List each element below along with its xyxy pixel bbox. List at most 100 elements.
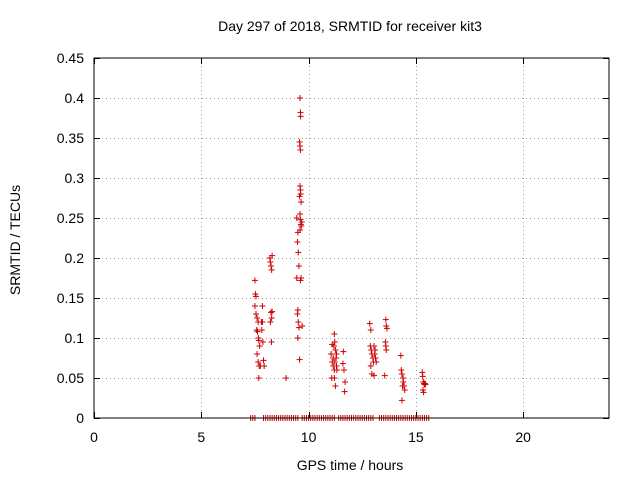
data-point (259, 339, 266, 345)
data-point (398, 371, 405, 377)
data-point (371, 372, 378, 379)
data-point (332, 347, 339, 353)
data-point (398, 367, 405, 373)
data-point (397, 352, 404, 359)
data-point (383, 347, 390, 353)
data-point (269, 308, 276, 315)
data-point (295, 249, 302, 256)
data-point (254, 351, 261, 357)
data-point (297, 113, 304, 120)
data-point (255, 337, 262, 344)
data-point (372, 355, 379, 361)
data-point (256, 343, 263, 349)
data-point (294, 239, 301, 245)
data-point (371, 343, 378, 349)
data-point (296, 356, 303, 363)
data-point (258, 327, 265, 333)
data-point (331, 359, 338, 365)
y-tick-label: 0.25 (57, 210, 84, 226)
data-point (383, 325, 390, 332)
data-point (419, 373, 426, 380)
data-point (294, 311, 301, 317)
x-axis-label: GPS time / hours (297, 457, 404, 473)
data-point (299, 323, 306, 329)
data-point (367, 327, 374, 333)
data-point (268, 339, 275, 345)
y-tick-label: 0.4 (65, 90, 85, 106)
data-point (372, 347, 379, 353)
data-point (333, 367, 340, 373)
y-axis-label: SRMTID / TECUs (7, 185, 23, 295)
y-tick-label: 0.35 (57, 130, 84, 146)
data-point (329, 341, 336, 348)
data-point (254, 328, 261, 335)
data-point (381, 372, 388, 379)
data-point (259, 319, 266, 325)
data-point (283, 375, 290, 381)
data-point (251, 277, 258, 284)
data-point (341, 388, 348, 395)
data-point (253, 293, 260, 300)
data-point (400, 379, 407, 385)
data-point (268, 267, 275, 273)
data-point (251, 303, 258, 309)
data-point (295, 263, 302, 269)
data-point (332, 383, 339, 389)
data-point (294, 335, 301, 341)
data-point (298, 275, 305, 281)
grid-lines (94, 58, 609, 418)
data-point (297, 211, 303, 217)
data-point (422, 381, 429, 388)
data-point (297, 95, 303, 101)
y-tick-label: 0.15 (57, 290, 84, 306)
data-point (268, 263, 275, 269)
data-point (382, 316, 389, 323)
data-point (295, 319, 302, 325)
data-point (298, 219, 305, 225)
data-point (333, 351, 340, 357)
data-point (267, 319, 274, 325)
data-point (255, 359, 262, 365)
data-point (260, 357, 267, 364)
data-point (254, 315, 261, 321)
x-tick-label: 20 (515, 429, 531, 445)
data-point (297, 147, 304, 153)
data-point (298, 199, 305, 205)
x-tick-label: 10 (301, 429, 317, 445)
data-point (296, 193, 303, 200)
y-tick-label: 0.45 (57, 50, 84, 66)
data-point (401, 383, 408, 389)
data-point (293, 215, 300, 221)
chart-title: Day 297 of 2018, SRMTID for receiver kit… (218, 18, 482, 34)
data-point (269, 252, 276, 259)
data-point (253, 311, 260, 317)
data-point (401, 387, 408, 393)
y-tick-label: 0.3 (65, 170, 85, 186)
x-tick-label: 0 (90, 429, 98, 445)
data-point (340, 367, 347, 373)
data-point (373, 359, 380, 365)
data-point (295, 324, 302, 331)
data-point (328, 351, 335, 357)
data-point (267, 259, 274, 265)
x-tick-label: 5 (197, 429, 205, 445)
data-point (268, 315, 275, 321)
data-point (342, 379, 349, 385)
data-point (367, 363, 374, 369)
data-point (261, 363, 268, 369)
data-point (330, 355, 337, 361)
data-point (255, 375, 262, 381)
data-point (259, 303, 266, 309)
data-point (339, 360, 346, 367)
plot-frame (93, 57, 610, 419)
x-tick-label: 15 (408, 429, 424, 445)
data-point (421, 380, 428, 387)
y-tick-label: 0.05 (57, 370, 84, 386)
y-tick-label: 0 (76, 410, 84, 426)
y-tick-label: 0.2 (65, 250, 85, 266)
y-tick-label: 0.1 (65, 330, 85, 346)
axis-ticks (94, 58, 609, 419)
data-point (331, 375, 338, 381)
data-point (420, 389, 427, 396)
